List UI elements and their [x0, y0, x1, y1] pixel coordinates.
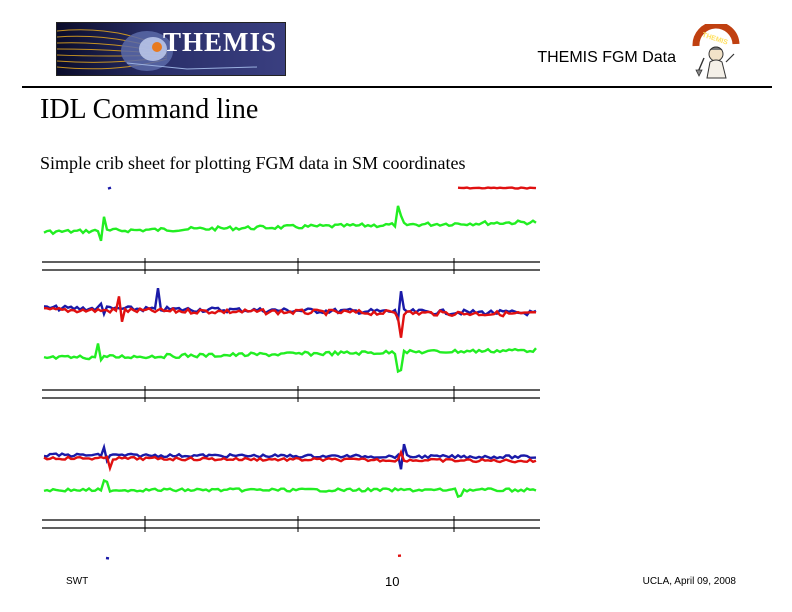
footer-right: UCLA, April 09, 2008	[642, 576, 736, 587]
panel1-bz-trace	[43, 205, 537, 242]
footer-left: SWT	[66, 576, 89, 587]
panel3-bx-trace	[43, 443, 537, 470]
slide-number: 10	[385, 574, 400, 589]
panel2-bz-trace	[43, 343, 537, 374]
fgm-plot-screenshot	[40, 180, 542, 572]
panel1-by-trace	[457, 186, 537, 190]
panel2-by-trace	[43, 296, 537, 338]
fgm-plot-graphic	[42, 186, 540, 560]
themis-logo-graphic	[57, 23, 285, 75]
svg-text:THEMIS: THEMIS	[701, 32, 729, 47]
header-title: THEMIS FGM Data	[537, 49, 676, 66]
panel1-bx-trace	[107, 186, 112, 190]
themis-logo: THEMIS	[56, 22, 286, 76]
themis-mascot-icon: THEMIS	[686, 21, 744, 80]
slide-subtitle: Simple crib sheet for plotting FGM data …	[40, 153, 466, 173]
header-divider	[22, 86, 772, 88]
panel3-bz-trace	[43, 478, 537, 499]
slide-title: IDL Command line	[40, 94, 259, 125]
logo-wordmark: THEMIS	[163, 27, 278, 57]
panel3-by-trace	[43, 448, 537, 473]
